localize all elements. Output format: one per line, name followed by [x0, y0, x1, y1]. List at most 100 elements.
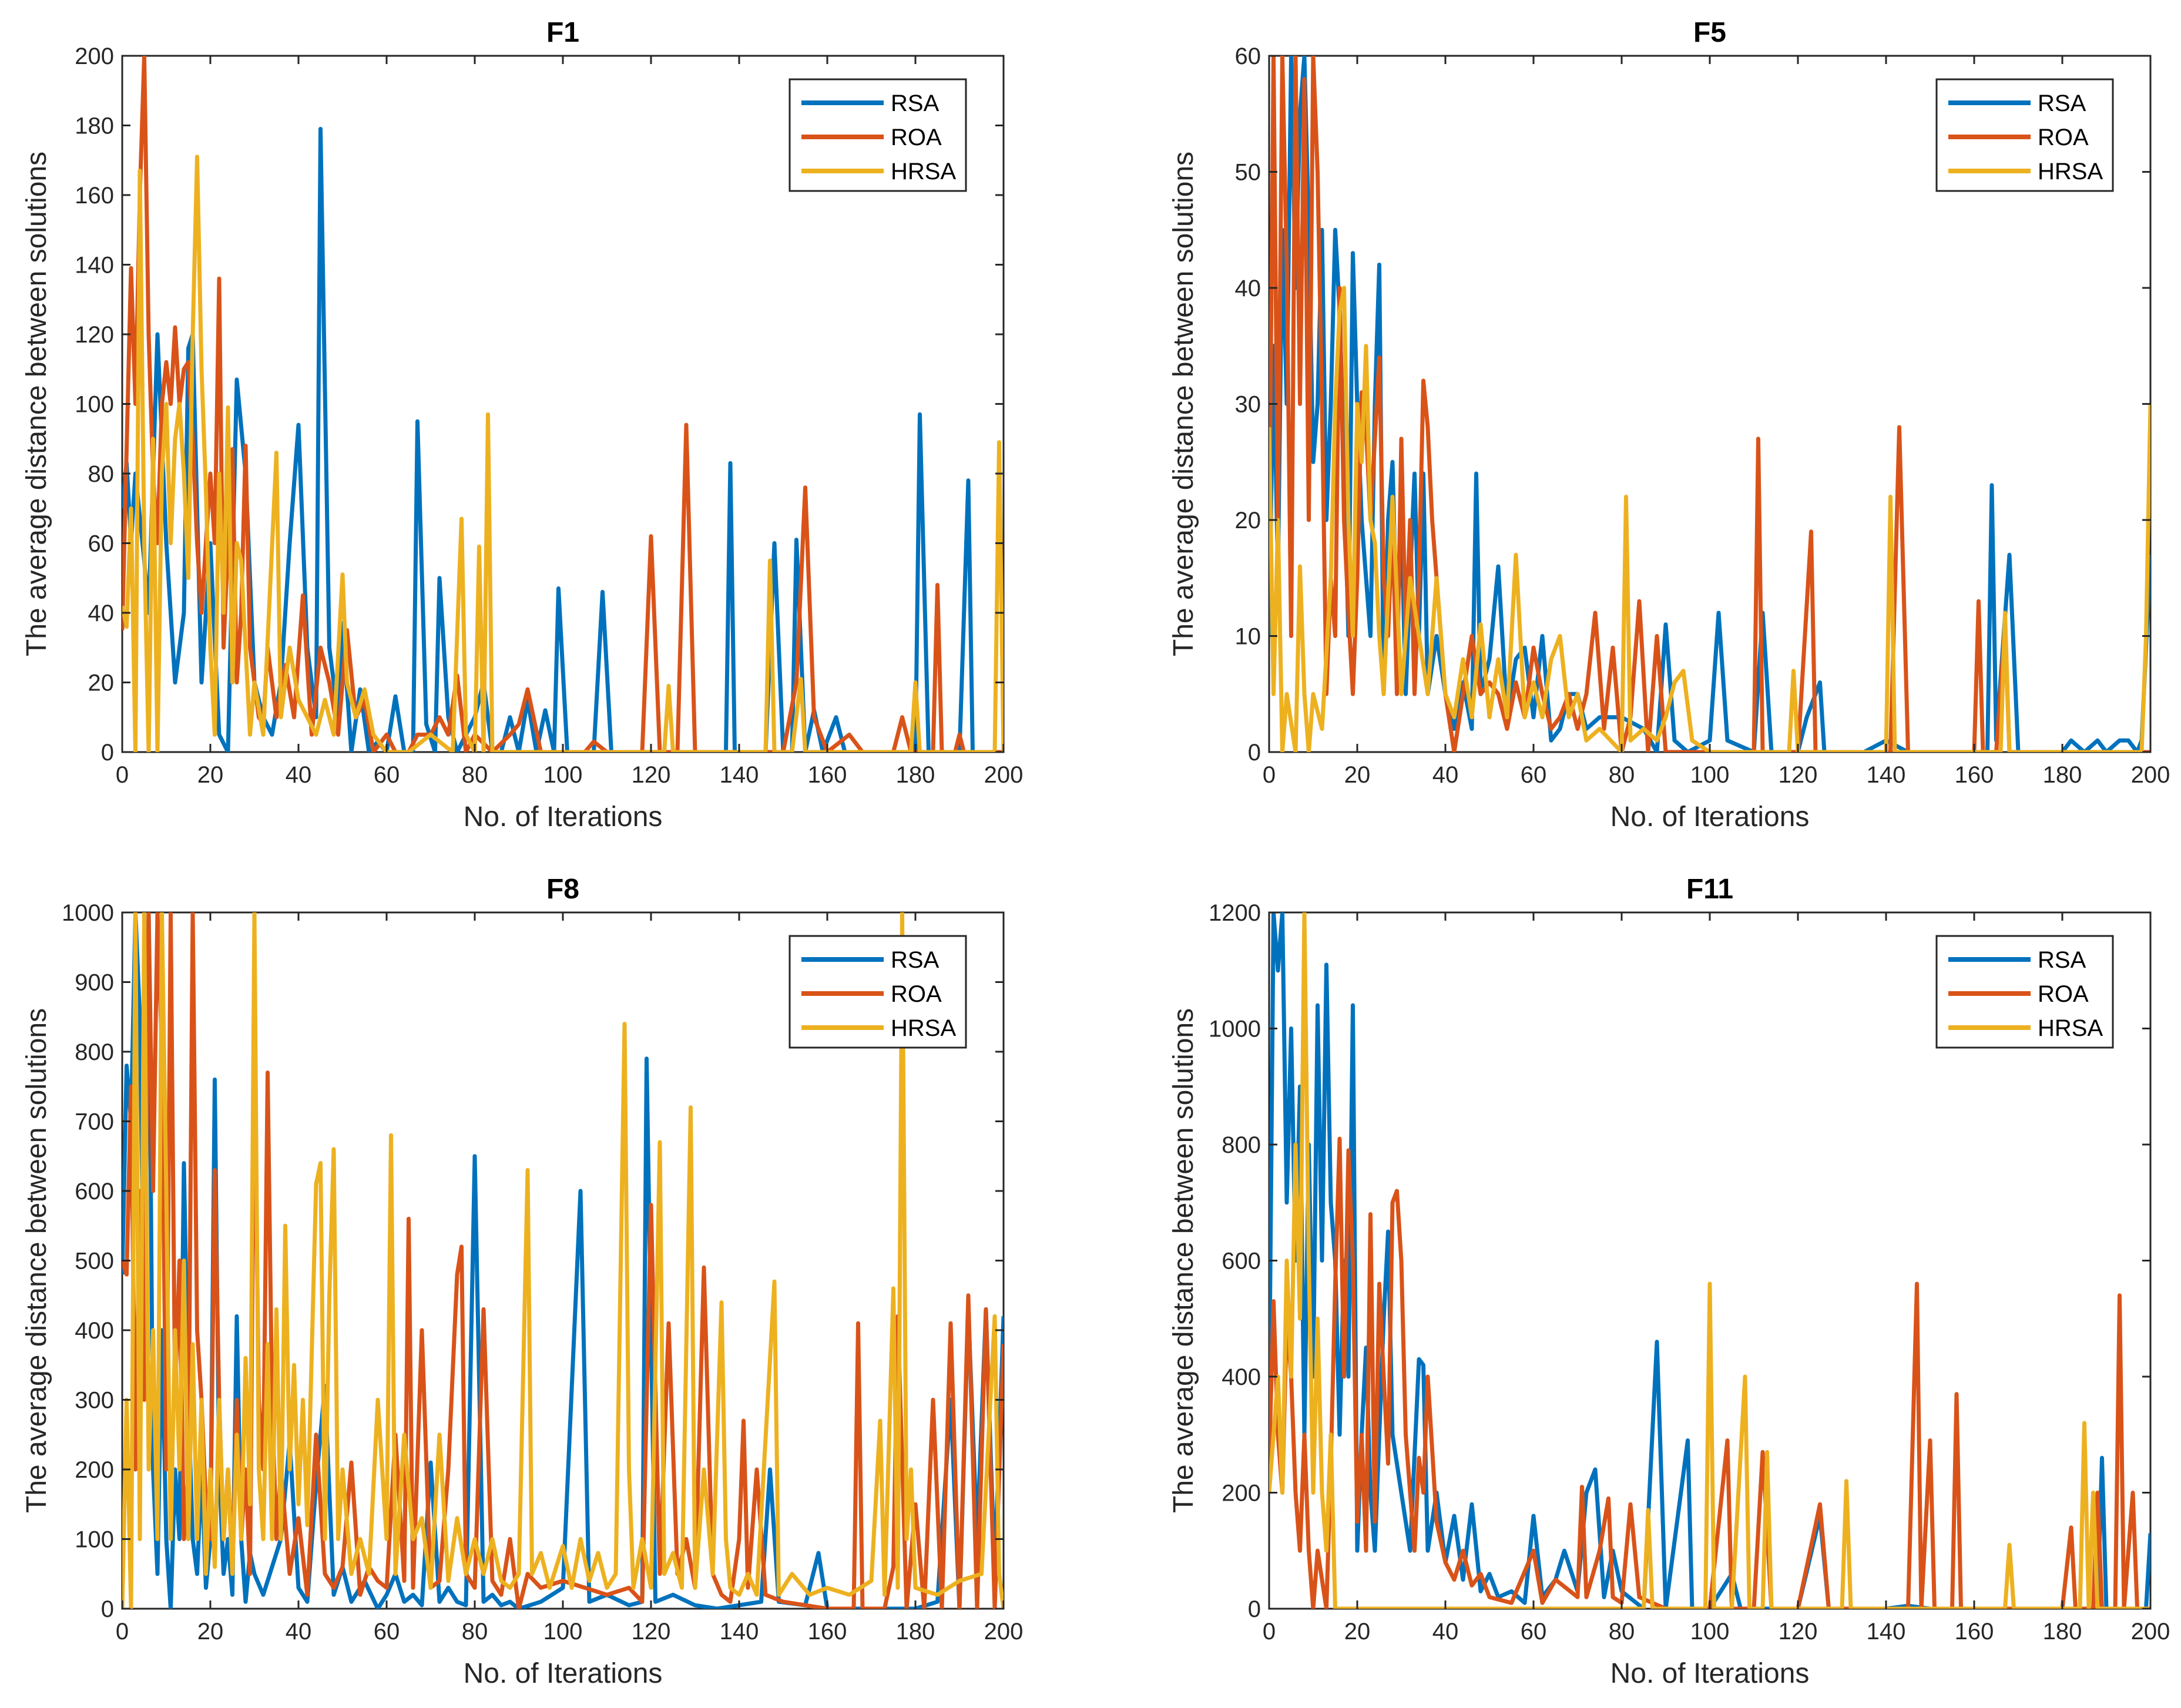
- chart-f5-ytick-label: 20: [1235, 508, 1261, 533]
- chart-f11-xtick-label: 0: [1263, 1619, 1276, 1645]
- chart-f5-xtick-label: 180: [2043, 762, 2082, 788]
- chart-f5-ytick-label: 50: [1235, 160, 1261, 186]
- chart-f11-ytick-label: 600: [1222, 1249, 1261, 1274]
- chart-f1-xtick-label: 120: [632, 762, 671, 788]
- chart-f1-xtick-label: 180: [896, 762, 935, 788]
- chart-f5-xtick-label: 200: [2131, 762, 2170, 788]
- chart-f1-legend: RSA ROA HRSA: [788, 78, 967, 192]
- chart-f8: 0 20 40 60 80 100 120 140 160 180 200 0 100 200 300 400…: [21, 874, 1023, 1689]
- chart-f5-legend-label-rsa: RSA: [2038, 90, 2086, 116]
- chart-f11-xtick-label: 20: [1344, 1619, 1371, 1645]
- chart-f8-ytick-label: 600: [75, 1179, 114, 1204]
- chart-f11-legend-label-hrsa: HRSA: [2038, 1015, 2103, 1041]
- chart-f11-xtick-label: 140: [1867, 1619, 1906, 1645]
- chart-f11-xtick-label: 120: [1779, 1619, 1818, 1645]
- chart-f1-ytick-label: 200: [75, 43, 114, 69]
- chart-f8-xtick-label: 40: [286, 1619, 312, 1645]
- chart-f11: 0 20 40 60 80 100 120 140 160 180 200 0 200 400 600 800…: [1168, 874, 2170, 1689]
- chart-f8-ytick-label: 100: [75, 1527, 114, 1553]
- chart-f8-xtick-label: 0: [116, 1619, 129, 1645]
- chart-f5-legend-label-hrsa: HRSA: [2038, 159, 2103, 184]
- chart-f5: 0 20 40 60 80 100 120 140 160 180 200 0 10 20 30 40 50 60…: [1168, 17, 2170, 833]
- chart-f11-legend-label-roa: ROA: [2038, 981, 2089, 1007]
- chart-f5-ytick-label: 30: [1235, 392, 1261, 418]
- chart-f1-xtick-label: 200: [984, 762, 1024, 788]
- chart-f1-xtick-label: 0: [116, 762, 129, 788]
- chart-f8-xtick-label: 60: [374, 1619, 400, 1645]
- chart-f8-legend-label-roa: ROA: [891, 981, 942, 1007]
- chart-f5-xtick-label: 20: [1344, 762, 1371, 788]
- chart-f11-xtick-label: 100: [1690, 1619, 1730, 1645]
- chart-f5-title: F5: [1693, 17, 1726, 48]
- chart-f8-title: F8: [546, 874, 579, 905]
- chart-f5-xtick-label: 0: [1263, 762, 1276, 788]
- chart-f8-ytick-label: 1000: [62, 900, 114, 926]
- chart-f11-ytick-label: 1000: [1209, 1016, 1261, 1042]
- chart-f5-series-rsa-line: [1269, 56, 2150, 752]
- chart-f8-ytick-label: 300: [75, 1388, 114, 1414]
- chart-f11-ytick-label: 400: [1222, 1364, 1261, 1390]
- chart-f8-xlabel: No. of Iterations: [464, 1658, 663, 1689]
- chart-f5-ytick-label: 40: [1235, 276, 1261, 301]
- chart-f8-xtick-label: 160: [808, 1619, 847, 1645]
- chart-f5-xtick-label: 40: [1432, 762, 1459, 788]
- chart-f1-xtick-label: 140: [720, 762, 759, 788]
- chart-f8-ytick-label: 0: [101, 1596, 114, 1622]
- chart-f11-xtick-label: 60: [1521, 1619, 1547, 1645]
- chart-f5-legend: RSA ROA HRSA: [1935, 78, 2114, 192]
- chart-f5-xtick-label: 80: [1609, 762, 1635, 788]
- chart-f8-series-roa-line: [122, 912, 1004, 1609]
- chart-f5-xtick-label: 160: [1955, 762, 1994, 788]
- chart-f1-ytick-label: 0: [101, 740, 114, 766]
- chart-f1-ytick-label: 60: [88, 531, 115, 557]
- chart-f11-ytick-label: 800: [1222, 1132, 1261, 1158]
- chart-f8-ytick-label: 900: [75, 970, 114, 996]
- chart-f11-ytick-label: 0: [1248, 1596, 1261, 1622]
- chart-f1-xtick-label: 80: [462, 762, 488, 788]
- chart-f5-xlabel: No. of Iterations: [1610, 801, 1810, 833]
- chart-f5-ylabel: The average distance between solutions: [1168, 152, 1199, 656]
- chart-f8-xtick-label: 20: [197, 1619, 224, 1645]
- chart-f1-ytick-label: 20: [88, 670, 115, 696]
- chart-f1-legend-label-rsa: RSA: [891, 90, 939, 116]
- chart-f11-xtick-label: 200: [2131, 1619, 2170, 1645]
- chart-f8-ytick-label: 500: [75, 1249, 114, 1274]
- chart-f1-ytick-label: 80: [88, 461, 115, 487]
- chart-f11-xtick-label: 80: [1609, 1619, 1635, 1645]
- chart-f1: 0 20 40 60 80 100 120 140 160 180 200 0 20 40 60 80 100 1…: [21, 17, 1023, 833]
- chart-f5-xtick-label: 60: [1521, 762, 1547, 788]
- chart-f1-xlabel: No. of Iterations: [464, 801, 663, 833]
- chart-f1-xtick-label: 60: [374, 762, 400, 788]
- chart-f1-series-hrsa-line: [122, 155, 1004, 752]
- chart-f1-ytick-label: 140: [75, 253, 114, 278]
- chart-f8-ytick-label: 400: [75, 1318, 114, 1344]
- chart-f8-xtick-label: 100: [543, 1619, 583, 1645]
- chart-f11-xlabel: No. of Iterations: [1610, 1658, 1810, 1689]
- chart-f8-legend-label-hrsa: HRSA: [891, 1015, 956, 1041]
- chart-f8-ytick-label: 700: [75, 1109, 114, 1135]
- chart-f8-ylabel: The average distance between solutions: [21, 1008, 52, 1513]
- chart-f11-ytick-label: 1200: [1209, 900, 1261, 926]
- chart-f11-xtick-label: 180: [2043, 1619, 2082, 1645]
- chart-f11-legend-label-rsa: RSA: [2038, 947, 2086, 973]
- chart-f11-series-hrsa-line: [1269, 912, 2150, 1609]
- chart-f8-legend-label-rsa: RSA: [891, 947, 939, 973]
- chart-f1-ylabel: The average distance between solutions: [21, 152, 52, 656]
- chart-f11-xtick-label: 160: [1955, 1619, 1994, 1645]
- chart-f1-title: F1: [546, 17, 579, 48]
- chart-f5-legend-label-roa: ROA: [2038, 125, 2089, 150]
- chart-f5-ytick-label: 10: [1235, 624, 1261, 650]
- chart-f11-series-roa-line: [1269, 1136, 2150, 1609]
- chart-f11-ylabel: The average distance between solutions: [1168, 1008, 1199, 1513]
- chart-f11-xtick-label: 40: [1432, 1619, 1459, 1645]
- chart-f1-legend-label-hrsa: HRSA: [891, 159, 956, 184]
- chart-f1-xtick-label: 100: [543, 762, 583, 788]
- chart-f5-ytick-label: 0: [1248, 740, 1261, 766]
- chart-f8-ytick-label: 200: [75, 1457, 114, 1483]
- chart-f1-xtick-label: 160: [808, 762, 847, 788]
- chart-f1-ytick-label: 120: [75, 322, 114, 348]
- chart-f8-xtick-label: 180: [896, 1619, 935, 1645]
- chart-f1-ytick-label: 100: [75, 392, 114, 418]
- chart-f11-legend: RSA ROA HRSA: [1935, 935, 2114, 1049]
